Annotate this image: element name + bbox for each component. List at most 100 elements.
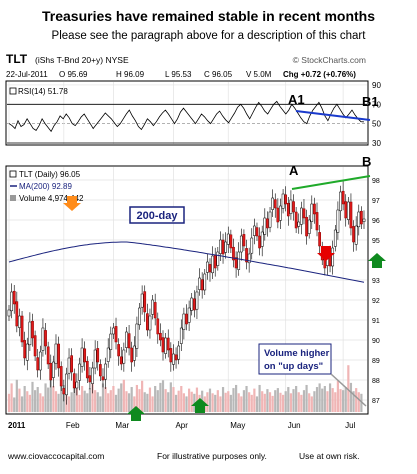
volume-bar <box>357 392 360 412</box>
volume-bar <box>120 383 123 412</box>
volume-bar <box>292 389 295 412</box>
volume-bar <box>26 391 29 412</box>
volume-bar <box>125 391 128 412</box>
rsi-label: RSI(14) 51.78 <box>18 87 68 96</box>
candle-body <box>190 297 194 311</box>
candle-body <box>352 226 355 243</box>
candle-body <box>211 255 214 274</box>
volume-bar <box>34 390 37 412</box>
volume-bar <box>242 390 246 412</box>
ohlc-low: L 95.53 <box>165 70 192 79</box>
volume-bar <box>323 386 326 412</box>
candle-body <box>234 257 238 269</box>
volume-legend-swatch <box>10 195 16 201</box>
volume-bar <box>360 393 363 412</box>
candle-body <box>65 373 68 396</box>
volume-bar <box>54 391 58 412</box>
candle-body <box>258 235 261 249</box>
volume-bar <box>284 391 287 412</box>
month-tick-label: Apr <box>175 421 188 430</box>
candle-body <box>169 348 173 363</box>
price-tick-label: 95 <box>372 238 380 245</box>
candle-body <box>336 209 340 233</box>
volume-bar <box>308 393 311 412</box>
candle-body <box>15 301 19 327</box>
symbol-desc: (iShs T-Bnd 20+y) NYSE <box>35 55 129 65</box>
candle-body <box>232 246 235 261</box>
volume-bar <box>107 393 110 412</box>
candle-body <box>127 333 131 349</box>
price-tick-label: 91 <box>372 318 380 325</box>
volume-bar <box>28 394 31 412</box>
candle-body <box>221 239 225 255</box>
volume-bar <box>49 379 52 412</box>
watermark: © StockCharts.com <box>293 55 366 65</box>
volume-bar <box>271 395 274 412</box>
candle-body <box>253 225 256 236</box>
volume-bar <box>318 383 321 412</box>
volume-bar <box>91 380 94 412</box>
price-label: TLT (Daily) 96.05 <box>19 170 81 179</box>
candle-body <box>122 349 126 364</box>
candle-body <box>18 315 21 328</box>
candle-body <box>46 346 50 365</box>
candle-body <box>114 326 118 343</box>
candle-body <box>33 335 37 357</box>
volume-bar <box>266 389 269 412</box>
volume-bar <box>221 387 225 412</box>
candle-body <box>281 193 285 209</box>
volume-bar <box>234 384 238 412</box>
candle-body <box>174 354 178 361</box>
volume-bar <box>133 396 136 412</box>
volume-bar <box>174 394 178 412</box>
volume-bar <box>193 393 196 412</box>
candle-body <box>12 290 16 305</box>
page-title: Treasuries have remained stable in recen… <box>41 8 376 24</box>
volume-bar <box>347 365 350 412</box>
price-tick-label: 98 <box>372 178 380 185</box>
volume-bar <box>248 392 251 412</box>
ohlc-change: Chg +0.72 (+0.76%) <box>283 70 356 79</box>
candle-body <box>354 225 358 245</box>
candle-body <box>138 307 141 326</box>
candle-body <box>104 363 107 380</box>
candle-body <box>78 363 81 381</box>
volume-bar <box>117 388 120 412</box>
volume-bar <box>195 387 199 412</box>
volume-bar <box>232 388 235 412</box>
volume-bar <box>104 387 107 412</box>
price-tick-label: 88 <box>372 378 380 385</box>
volume-annotation-pointer <box>330 373 367 407</box>
candle-body <box>143 291 147 313</box>
volume-bar <box>214 394 217 412</box>
volume-bar <box>41 396 45 412</box>
volume-bar <box>208 388 212 412</box>
candle-body <box>148 315 152 331</box>
volume-bar <box>255 396 259 412</box>
page-subtitle: Please see the paragraph above for a des… <box>51 30 366 42</box>
candle-body <box>140 293 144 308</box>
volume-bar <box>10 383 13 412</box>
trend-line-a1b1 <box>295 110 371 121</box>
volume-bar <box>7 393 11 412</box>
volume-bar <box>57 393 60 412</box>
candle-body <box>80 347 84 367</box>
volume-bar <box>331 388 334 412</box>
candle-body <box>187 307 191 323</box>
volume-bar <box>328 383 332 412</box>
candle-body <box>72 373 76 389</box>
volume-bar <box>39 393 42 412</box>
candle-body <box>109 333 113 350</box>
volume-bar <box>297 392 300 412</box>
volume-bar <box>114 394 118 412</box>
volume-bar <box>229 394 232 412</box>
volume-bar <box>339 389 342 412</box>
candle-body <box>185 313 188 325</box>
symbol: TLT <box>6 52 28 66</box>
candle-body <box>239 235 243 253</box>
candle-body <box>255 227 259 237</box>
volume-bar <box>75 388 78 412</box>
candle-body <box>88 375 92 383</box>
ma-annotation-text: 200-day <box>137 210 179 222</box>
volume-bar <box>83 390 86 412</box>
